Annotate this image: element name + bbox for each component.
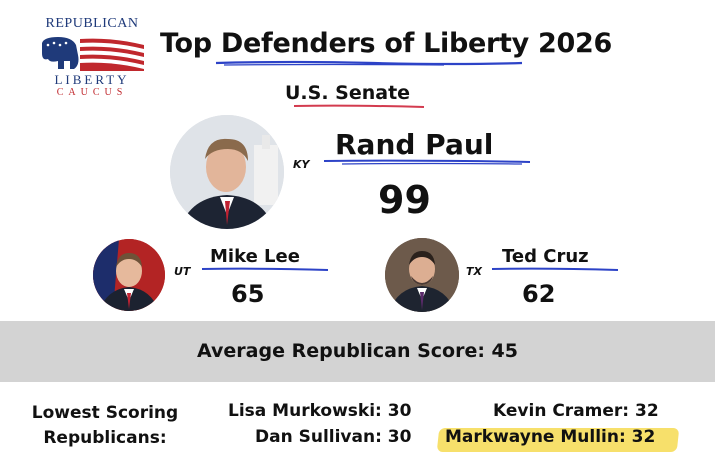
rand-paul-portrait (170, 115, 284, 229)
logo-text-caucus: CAUCUS (56, 87, 128, 98)
page-title: Top Defenders of Liberty 2026 (160, 28, 613, 59)
ted-cruz-name: Ted Cruz (502, 246, 589, 267)
title-underline (215, 60, 523, 66)
mike-lee-state: UT (174, 265, 191, 278)
lowest-scoring-label: Lowest Scoring Republicans: (30, 401, 180, 451)
ted-cruz-underline (491, 267, 619, 271)
lowest-item-mullin: Markwayne Mullin: 32 (445, 427, 656, 447)
mike-lee-score: 65 (231, 280, 265, 308)
lowest-label-line1: Lowest Scoring (31, 403, 179, 423)
rlc-logo: REPUBLICAN LIBERTY CAUCUS (38, 16, 146, 98)
average-score-band (0, 321, 715, 382)
lowest-item-cramer: Kevin Cramer: 32 (493, 401, 659, 421)
chamber-underline (293, 104, 425, 108)
average-score-text: Average Republican Score: 45 (197, 340, 518, 362)
rand-paul-name: Rand Paul (335, 128, 494, 161)
rand-paul-state: KY (293, 158, 310, 171)
logo-text-liberty: LIBERTY (54, 72, 130, 87)
rand-paul-underline (323, 159, 531, 165)
lowest-item-murkowski: Lisa Murkowski: 30 (228, 401, 412, 421)
elephant-flag-icon (40, 35, 144, 71)
mike-lee-underline (201, 267, 329, 271)
chamber-heading: U.S. Senate (285, 82, 411, 104)
rand-paul-score: 99 (378, 178, 431, 222)
ted-cruz-score: 62 (522, 280, 556, 308)
mike-lee-name: Mike Lee (210, 246, 300, 267)
logo-text-republican: REPUBLICAN (45, 16, 139, 31)
ted-cruz-state: TX (466, 265, 482, 278)
ted-cruz-portrait (385, 238, 459, 312)
lowest-label-line2: Republicans: (43, 428, 167, 448)
lowest-item-sullivan: Dan Sullivan: 30 (255, 427, 412, 447)
mike-lee-portrait (93, 239, 165, 311)
